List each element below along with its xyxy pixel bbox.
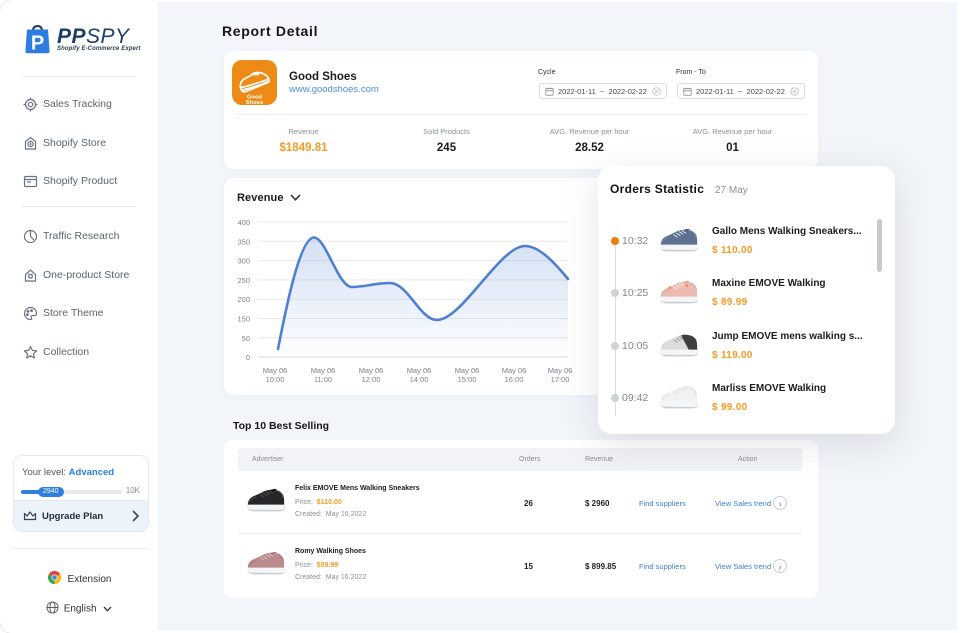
svg-text:May 06: May 06 (311, 366, 336, 375)
svg-text:15:00: 15:00 (458, 375, 477, 384)
svg-text:11:00: 11:00 (314, 375, 332, 384)
svg-text:May 06: May 06 (359, 366, 384, 375)
svg-text:10:00: 10:00 (266, 375, 285, 384)
svg-text:12:00: 12:00 (362, 375, 381, 384)
svg-text:200: 200 (237, 295, 250, 304)
svg-text:May 06: May 06 (548, 366, 573, 375)
svg-text:350: 350 (237, 237, 250, 246)
svg-text:0: 0 (246, 353, 250, 362)
svg-text:16:00: 16:00 (505, 375, 524, 384)
svg-text:17:00: 17:00 (551, 375, 570, 384)
svg-text:250: 250 (237, 276, 250, 285)
svg-text:May 06: May 06 (455, 366, 480, 375)
svg-text:50: 50 (242, 334, 250, 343)
svg-text:May 06: May 06 (407, 366, 432, 375)
svg-text:Shoes: Shoes (246, 100, 263, 105)
svg-text:May 06: May 06 (502, 366, 527, 375)
svg-text:May 06: May 06 (263, 366, 288, 375)
svg-text:400: 400 (237, 218, 250, 227)
svg-text:P: P (31, 33, 44, 55)
svg-text:150: 150 (237, 315, 250, 324)
svg-text:Good: Good (247, 95, 263, 101)
svg-text:14:00: 14:00 (410, 375, 429, 384)
svg-text:300: 300 (237, 257, 250, 266)
